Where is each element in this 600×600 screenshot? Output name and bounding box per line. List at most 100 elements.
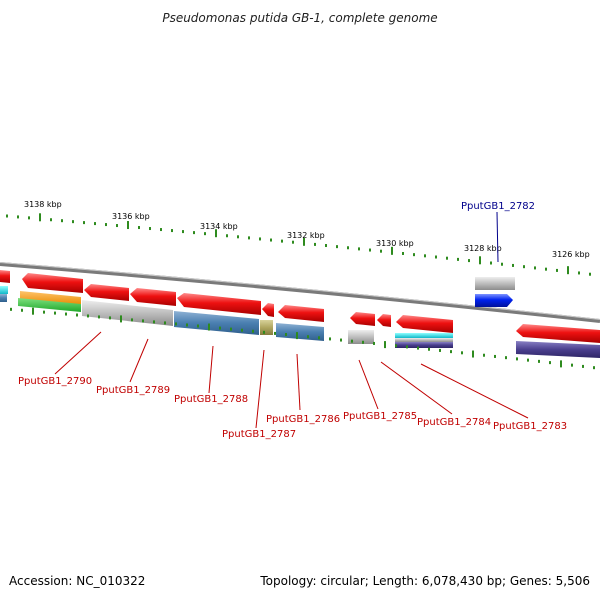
lower-scale-tick bbox=[516, 357, 518, 361]
connector-2784 bbox=[380, 361, 453, 415]
scale-tick bbox=[303, 237, 305, 246]
lower-scale-tick bbox=[406, 345, 408, 349]
scale-tick bbox=[72, 220, 74, 224]
gene-label-2789[interactable]: PputGB1_2789 bbox=[96, 385, 170, 396]
scale-tick bbox=[391, 246, 393, 255]
lower-scale-tick bbox=[362, 340, 364, 344]
lower-scale-tick bbox=[549, 361, 551, 365]
gene-label-2788[interactable]: PputGB1_2788 bbox=[174, 394, 248, 405]
gene-reverse-2787a[interactable] bbox=[177, 293, 261, 315]
scale-tick bbox=[501, 262, 503, 266]
scale-label-3132: 3132 kbp bbox=[287, 231, 325, 240]
scale-tick bbox=[534, 266, 536, 270]
gene-reverse-2785b[interactable] bbox=[377, 314, 391, 327]
lower-scale-tick bbox=[241, 328, 243, 332]
lower-scale-tick bbox=[274, 331, 276, 335]
accession-text: Accession: NC_010322 bbox=[9, 574, 146, 588]
scale-tick bbox=[149, 227, 151, 231]
scale-tick bbox=[292, 240, 294, 244]
scale-tick bbox=[248, 236, 250, 240]
lower-scale-tick bbox=[527, 358, 529, 362]
lower-scale-tick bbox=[142, 319, 144, 323]
lower-scale-tick bbox=[219, 326, 221, 330]
gene-reverse-2785[interactable] bbox=[350, 312, 375, 326]
gene-reverse-2787b[interactable] bbox=[262, 303, 274, 317]
lower-scale-tick bbox=[109, 316, 111, 320]
scale-tick bbox=[215, 229, 217, 238]
gene-reverse-2786[interactable] bbox=[278, 305, 324, 322]
lower-scale-tick bbox=[351, 339, 353, 343]
lower-scale-tick bbox=[450, 350, 452, 354]
gene-label-2786[interactable]: PputGB1_2786 bbox=[266, 414, 340, 425]
lower-scale-tick bbox=[32, 307, 34, 315]
scale-tick bbox=[94, 222, 96, 226]
gene-reverse-2788[interactable] bbox=[130, 288, 176, 306]
lower-scale-tick bbox=[252, 329, 254, 333]
scale-label-3130: 3130 kbp bbox=[376, 239, 414, 248]
lower-scale-tick bbox=[21, 308, 23, 312]
scale-tick bbox=[369, 248, 371, 252]
lower-scale-tick bbox=[439, 348, 441, 352]
scale-tick bbox=[237, 235, 239, 239]
scale-tick bbox=[424, 254, 426, 258]
lower-scale-tick bbox=[230, 327, 232, 331]
topology-text: Topology: circular; Length: 6,078,430 bp… bbox=[260, 574, 590, 588]
scale-tick bbox=[160, 228, 162, 232]
connector-2787 bbox=[255, 349, 265, 429]
scale-label-3138: 3138 kbp bbox=[24, 200, 62, 209]
category-bar-2788 bbox=[174, 311, 259, 335]
scale-tick bbox=[6, 214, 8, 218]
category-bar-2787 bbox=[260, 320, 273, 335]
lower-scale-tick bbox=[384, 341, 386, 349]
scale-label-3134: 3134 kbp bbox=[200, 222, 238, 231]
gene-label-2785[interactable]: PputGB1_2785 bbox=[343, 411, 417, 422]
scale-tick bbox=[523, 265, 525, 269]
gene-reverse-2784[interactable] bbox=[396, 315, 453, 333]
scale-tick bbox=[380, 249, 382, 253]
category-bar-2789 bbox=[82, 300, 173, 326]
gene-forward-2782[interactable] bbox=[475, 294, 513, 307]
category-bar-2790-green bbox=[18, 298, 81, 312]
gene-label-2782[interactable]: PputGB1_2782 bbox=[461, 201, 535, 212]
lower-scale-tick bbox=[98, 315, 100, 319]
gene-label-2783[interactable]: PputGB1_2783 bbox=[493, 421, 567, 432]
lower-scale-tick bbox=[208, 323, 210, 331]
gene-label-2784[interactable]: PputGB1_2784 bbox=[417, 417, 491, 428]
scale-tick bbox=[50, 218, 52, 222]
lower-scale-tick bbox=[494, 354, 496, 358]
connector-2790 bbox=[54, 331, 102, 375]
gene-label-2790[interactable]: PputGB1_2790 bbox=[18, 376, 92, 387]
lower-scale-tick bbox=[175, 322, 177, 326]
connector-2785 bbox=[358, 359, 379, 410]
lower-scale-tick bbox=[560, 360, 562, 368]
category-bars bbox=[0, 286, 600, 358]
lower-scale-tick bbox=[329, 337, 331, 341]
scale-tick bbox=[413, 253, 415, 257]
label-connectors bbox=[54, 211, 529, 429]
category-bar-2784-gray bbox=[395, 338, 453, 342]
lower-scale-tick bbox=[395, 344, 397, 348]
gene-reverse-2789[interactable] bbox=[84, 284, 129, 301]
gene-label-2787[interactable]: PputGB1_2787 bbox=[222, 429, 296, 440]
scale-tick bbox=[116, 224, 118, 228]
scale-tick bbox=[314, 242, 316, 246]
gene-reverse-left-edge[interactable] bbox=[0, 270, 10, 283]
scale-tick bbox=[281, 239, 283, 243]
lower-ticks bbox=[10, 307, 595, 370]
scale-tick bbox=[61, 219, 63, 223]
lower-scale-tick bbox=[483, 353, 485, 357]
lower-scale-tick bbox=[164, 321, 166, 325]
reverse-gene-labels: PputGB1_2790 PputGB1_2789 PputGB1_2788 P… bbox=[18, 376, 567, 440]
scale-label-3126: 3126 kbp bbox=[552, 250, 590, 259]
scale-ticks bbox=[6, 213, 591, 276]
lower-scale-tick bbox=[428, 347, 430, 351]
gene-reverse-2783[interactable] bbox=[516, 324, 600, 343]
category-bar-left-cyan bbox=[0, 286, 8, 294]
genome-backbone bbox=[0, 262, 600, 323]
scale-tick bbox=[479, 256, 481, 265]
scale-labels: 3138 kbp 3136 kbp 3134 kbp 3132 kbp 3130… bbox=[24, 200, 590, 259]
gene-reverse-2790[interactable] bbox=[22, 273, 83, 293]
connector-2789 bbox=[129, 338, 149, 383]
scale-tick bbox=[138, 226, 140, 230]
